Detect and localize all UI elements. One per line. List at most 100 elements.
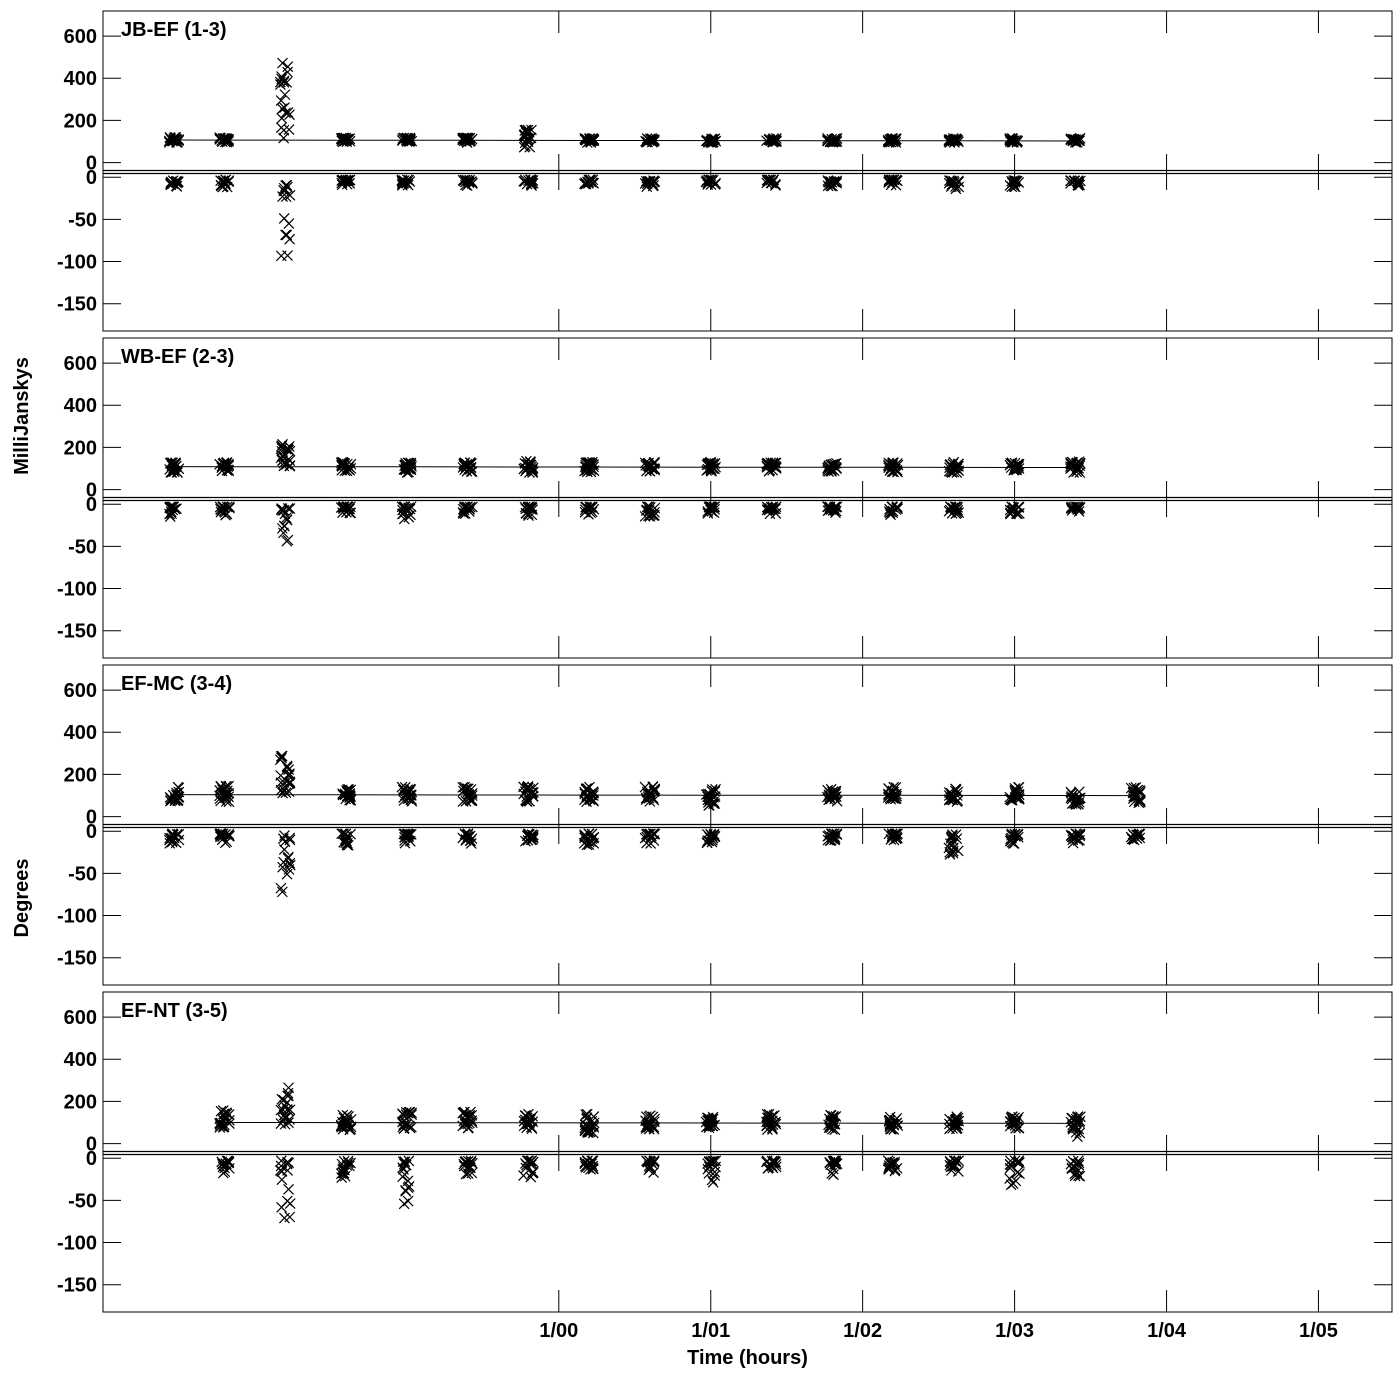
phase-point: [708, 1155, 720, 1167]
amplitude-point: [828, 1111, 839, 1123]
phase-point: [405, 501, 417, 513]
y-tick-label-amplitude: 400: [64, 395, 97, 417]
amplitude-point: [399, 459, 411, 471]
phase-point: [275, 882, 287, 894]
amplitude-point: [947, 135, 959, 147]
amplitude-point: [460, 1109, 472, 1121]
amplitude-point: [278, 132, 290, 144]
phase-point: [952, 1165, 964, 1177]
amplitude-point: [705, 458, 717, 469]
phase-point: [223, 830, 235, 842]
phase-point: [217, 181, 229, 192]
phase-point: [1013, 502, 1025, 513]
phase-point: [706, 831, 718, 843]
phase-point: [830, 505, 842, 517]
amplitude-point: [1013, 1122, 1024, 1134]
amplitude-point: [215, 1120, 226, 1132]
phase-point: [282, 503, 294, 514]
phase-point: [888, 174, 900, 186]
amplitude-point: [336, 458, 348, 470]
y-tick-label-phase: -150: [57, 1275, 97, 1297]
amplitude-point: [283, 786, 295, 797]
phase-point: [276, 1201, 287, 1213]
amplitude-point: [457, 134, 469, 146]
amplitude-point: [276, 445, 288, 457]
y-tick-label-phase: -100: [57, 252, 97, 274]
y-tick-label-amplitude: 200: [64, 764, 97, 786]
phase-point: [221, 501, 233, 513]
amplitude-point: [706, 785, 718, 797]
phase-point: [521, 178, 533, 190]
amplitude-point: [945, 135, 957, 146]
phase-point: [275, 504, 287, 516]
amplitude-point: [824, 1113, 835, 1125]
amplitude-point: [829, 136, 840, 148]
amplitude-point: [883, 459, 894, 471]
amplitude-point: [463, 790, 475, 802]
amplitude-point: [398, 1123, 410, 1135]
phase-point: [587, 1155, 599, 1167]
phase-point: [643, 828, 655, 840]
y-tick-label-amplitude: 600: [64, 26, 97, 48]
phase-point: [822, 501, 833, 513]
phase-point: [464, 830, 476, 842]
phase-point: [338, 1167, 350, 1179]
y-tick-label-phase: 0: [86, 1148, 97, 1170]
phase-point: [1009, 175, 1021, 187]
y-tick-label-phase: -50: [68, 209, 97, 231]
phase-point: [825, 176, 837, 188]
phase-point: [1013, 1155, 1025, 1167]
phase-point: [770, 501, 782, 513]
phase-point: [709, 831, 721, 843]
amplitude-point: [215, 780, 227, 792]
amplitude-point: [581, 791, 592, 803]
y-tick-label-amplitude: 600: [64, 1007, 97, 1029]
phase-point: [396, 174, 408, 186]
phase-point: [948, 1159, 960, 1170]
amplitude-point: [1125, 782, 1137, 794]
phase-point: [948, 176, 960, 188]
phase-point: [523, 510, 534, 521]
amplitude-point: [761, 1124, 773, 1135]
phase-point: [706, 834, 718, 846]
phase-point: [215, 828, 227, 840]
amplitude-point: [166, 135, 178, 147]
amplitude-point: [825, 135, 836, 147]
amplitude-point: [829, 793, 841, 805]
phase-point: [828, 176, 840, 187]
phase-point: [588, 177, 600, 189]
phase-point: [1004, 1173, 1016, 1185]
phase-point: [276, 1174, 288, 1186]
amplitude-point: [170, 457, 181, 469]
phase-point: [890, 828, 902, 840]
phase-point: [578, 178, 590, 190]
y-tick-label-amplitude: 600: [64, 680, 97, 702]
phase-point: [1071, 1166, 1083, 1178]
amplitude-point: [890, 781, 902, 793]
amplitude-point: [276, 443, 288, 454]
phase-point: [950, 829, 962, 841]
phase-point: [463, 177, 475, 189]
x-tick-label: 1/03: [995, 1320, 1034, 1342]
amplitude-point: [214, 132, 225, 144]
amplitude-point: [1007, 135, 1019, 147]
panel-label: WB-EF (2-3): [121, 346, 234, 368]
amplitude-point: [284, 109, 295, 121]
phase-point: [1074, 179, 1086, 191]
amplitude-point: [172, 467, 183, 479]
phase-point: [404, 835, 416, 847]
phase-point: [585, 176, 597, 188]
phase-point: [284, 859, 296, 871]
phase-point: [399, 832, 411, 843]
phase-point: [218, 502, 230, 514]
x-axis-label: Time (hours): [687, 1347, 808, 1369]
y-tick-label-amplitude: 400: [64, 1049, 97, 1071]
amplitude-point: [821, 791, 833, 803]
amplitude-point: [885, 136, 897, 148]
phase-point: [1011, 175, 1023, 187]
amplitude-point: [463, 462, 475, 474]
phase-point: [582, 178, 594, 189]
phase-point: [826, 831, 838, 843]
phase-point: [284, 189, 296, 201]
amplitude-point: [647, 1111, 659, 1123]
